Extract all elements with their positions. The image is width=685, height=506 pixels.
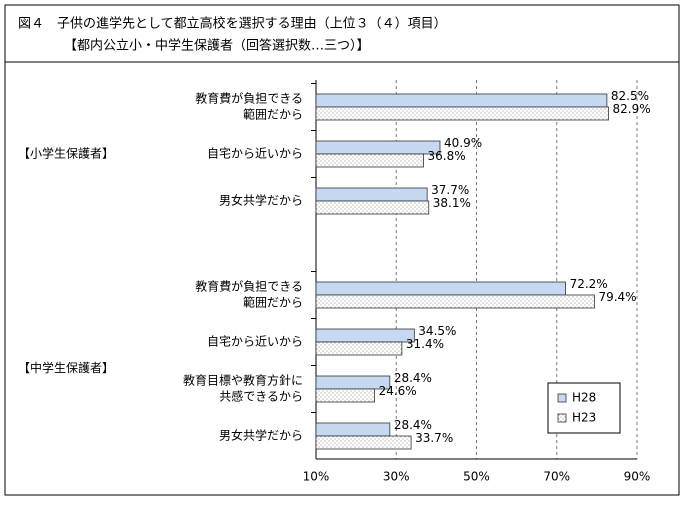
chart-title: 図４ 子供の進学先として都立高校を選択する理由（上位３（４）項目）	[18, 16, 447, 32]
bar	[315, 341, 403, 356]
bar	[315, 106, 609, 121]
chart-subtitle: 【都内公立小・中学生保護者（回答選択数…三つ）】	[64, 38, 370, 54]
group-label: 【中学生保護者】	[18, 360, 114, 375]
value-label: 38.1%	[433, 196, 471, 210]
value-label: 72.2%	[570, 277, 608, 291]
bar	[315, 328, 415, 343]
y-tick-label: 共感できるから	[219, 389, 303, 404]
bar	[315, 422, 391, 437]
value-label: 37.7%	[431, 183, 469, 197]
bar	[315, 435, 412, 450]
y-tick-label: 男女共学だから	[219, 428, 303, 443]
x-tick-label: 90%	[624, 470, 651, 484]
value-label: 82.5%	[611, 89, 649, 103]
x-tick-label: 30%	[383, 470, 410, 484]
y-tick-label: 自宅から近いから	[207, 334, 303, 349]
bar	[315, 140, 441, 155]
legend-swatch	[557, 413, 567, 423]
bar	[315, 187, 428, 202]
y-tick-label: 範囲だから	[243, 107, 303, 122]
y-tick-label: 自宅から近いから	[207, 146, 303, 161]
x-tick-label: 50%	[463, 470, 490, 484]
value-label: 28.4%	[394, 371, 432, 385]
bar	[315, 281, 566, 296]
value-label: 24.6%	[379, 384, 417, 398]
bar	[315, 294, 595, 309]
value-label: 28.4%	[394, 418, 432, 432]
group-label: 【小学生保護者】	[18, 146, 114, 161]
y-tick-label: 範囲だから	[243, 295, 303, 310]
y-tick-label: 教育目標や教育方針に	[183, 373, 303, 388]
y-tick-label: 男女共学だから	[219, 193, 303, 208]
bar	[315, 200, 430, 215]
value-label: 36.8%	[428, 149, 466, 163]
legend-swatch	[557, 393, 567, 403]
value-label: 82.9%	[613, 102, 651, 116]
value-label: 34.5%	[418, 324, 456, 338]
bar	[315, 153, 424, 168]
value-label: 33.7%	[415, 431, 453, 445]
bar	[315, 388, 375, 403]
legend-box	[547, 382, 621, 434]
legend-label: H23	[572, 411, 596, 425]
value-label: 31.4%	[406, 337, 444, 351]
value-label: 79.4%	[598, 290, 636, 304]
value-label: 40.9%	[444, 136, 482, 150]
legend-label: H28	[572, 391, 596, 405]
y-tick-label: 教育費が負担できる	[195, 91, 303, 106]
y-tick-label: 教育費が負担できる	[195, 279, 303, 294]
bar	[315, 93, 608, 108]
x-tick-label: 10%	[303, 470, 330, 484]
x-tick-label: 70%	[543, 470, 570, 484]
